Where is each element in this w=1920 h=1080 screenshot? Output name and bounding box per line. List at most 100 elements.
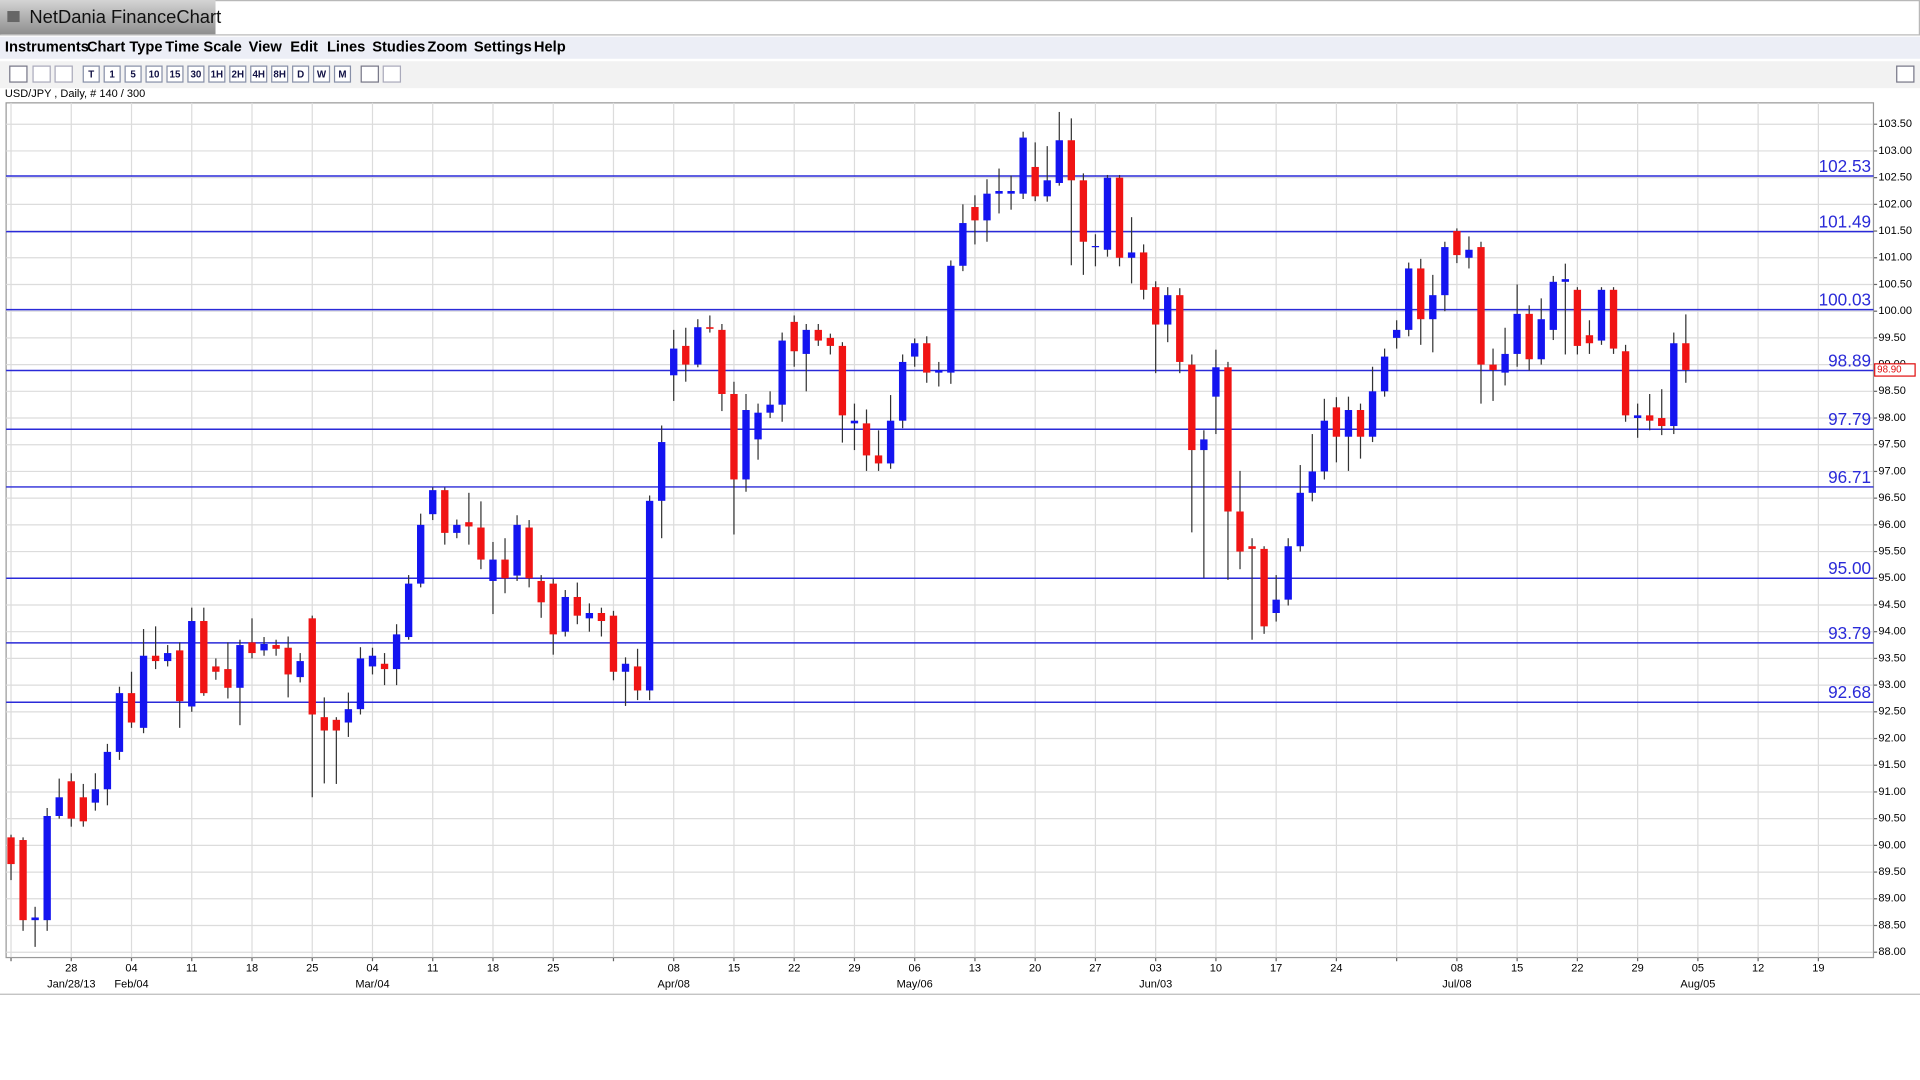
y-tick-label: 89.50: [1878, 866, 1906, 878]
candle-body: [959, 223, 967, 266]
candle-body: [1043, 180, 1051, 197]
candle-body: [356, 658, 365, 710]
level-label: 100.03: [1819, 290, 1871, 310]
tool-icon[interactable]: [54, 65, 73, 83]
menu-item[interactable]: Chart Type: [87, 40, 163, 56]
interval-button[interactable]: [229, 65, 247, 83]
interval-button[interactable]: [124, 65, 142, 83]
candle-body: [55, 797, 63, 816]
interval-label[interactable]: 15: [170, 69, 181, 80]
interval-label[interactable]: 5: [130, 69, 136, 80]
candle-body: [453, 524, 461, 533]
y-tick-label: 102.50: [1878, 172, 1912, 184]
interval-button[interactable]: [145, 65, 163, 83]
level-label: 92.68: [1828, 682, 1871, 702]
title-bar: [0, 0, 1920, 36]
candle-body: [862, 423, 871, 456]
candle-body: [911, 343, 919, 357]
candle-body: [1392, 329, 1401, 338]
candle-body: [1176, 295, 1184, 362]
candle-body: [1296, 492, 1304, 547]
interval-label[interactable]: W: [317, 69, 327, 80]
interval-label[interactable]: 30: [190, 69, 201, 80]
interval-label[interactable]: 8H: [273, 69, 286, 80]
candle-body: [188, 621, 196, 707]
menu-item[interactable]: Studies: [372, 40, 425, 56]
menu-item[interactable]: Edit: [290, 40, 318, 56]
candle-body: [332, 719, 341, 731]
x-tick-label: 10: [1210, 962, 1222, 974]
interval-button[interactable]: [271, 65, 289, 83]
y-tick-label: 100.50: [1878, 278, 1912, 290]
interval-label[interactable]: M: [338, 69, 346, 80]
interval-label[interactable]: 1: [109, 69, 115, 80]
x-tick-label: 05: [1692, 962, 1704, 974]
interval-button[interactable]: [187, 65, 205, 83]
menu-bar: [0, 36, 1920, 59]
menu-item[interactable]: Time Scale: [165, 40, 241, 56]
candle-body: [1368, 391, 1377, 437]
candle-body: [115, 693, 124, 752]
level-label: 97.79: [1828, 409, 1871, 429]
y-tick-label: 99.50: [1878, 332, 1906, 344]
interval-label[interactable]: 10: [149, 69, 160, 80]
candle-body: [1127, 252, 1136, 258]
menu-item[interactable]: Help: [534, 40, 566, 56]
window-title: NetDania FinanceChart: [29, 6, 221, 27]
period-label: Jun/03: [1139, 978, 1172, 990]
interval-button[interactable]: [333, 65, 352, 83]
interval-button[interactable]: [312, 65, 331, 83]
candle-body: [1224, 367, 1232, 512]
interval-label[interactable]: 4H: [252, 69, 265, 80]
x-tick-label: 06: [909, 962, 921, 974]
candle-body: [272, 645, 280, 649]
y-tick-label: 101.50: [1878, 225, 1912, 237]
tool-icon[interactable]: [32, 65, 51, 83]
candle-body: [935, 369, 943, 373]
interval-button[interactable]: [208, 65, 226, 83]
interval-button[interactable]: [292, 65, 310, 83]
tool-icon[interactable]: [382, 65, 402, 83]
x-tick-label: 19: [1812, 962, 1824, 974]
y-tick-label: 92.00: [1878, 732, 1906, 744]
candle-body: [1633, 415, 1642, 419]
menu-item[interactable]: Zoom: [427, 40, 467, 56]
interval-label[interactable]: T: [88, 69, 94, 80]
x-tick-label: 11: [427, 962, 438, 974]
tool-icon[interactable]: [1896, 65, 1915, 83]
tool-icon[interactable]: [9, 65, 28, 83]
interval-button[interactable]: [166, 65, 184, 83]
candle-body: [1212, 367, 1220, 397]
candle-body: [1103, 177, 1112, 250]
y-tick-label: 89.00: [1878, 893, 1906, 905]
interval-label[interactable]: 2H: [232, 69, 245, 80]
interval-button[interactable]: [82, 65, 100, 83]
candle-body: [392, 634, 401, 670]
candle-body: [127, 693, 136, 723]
candle-body: [7, 837, 15, 865]
candle-body: [176, 650, 184, 702]
candle-body: [1658, 418, 1666, 427]
y-tick-label: 95.00: [1878, 572, 1906, 584]
interval-button[interactable]: [250, 65, 268, 83]
candle-body: [31, 917, 39, 921]
candle-body: [1344, 410, 1353, 437]
menu-item[interactable]: View: [249, 40, 283, 56]
menu-item[interactable]: Lines: [327, 40, 365, 56]
interval-label[interactable]: D: [297, 69, 304, 80]
candle-body: [561, 596, 569, 632]
x-tick-label: 18: [487, 962, 499, 974]
candle-body: [1200, 439, 1208, 451]
interval-label[interactable]: 1H: [211, 69, 224, 80]
candle-body: [814, 329, 822, 341]
candle-body: [621, 663, 630, 672]
menu-item[interactable]: Instruments: [5, 40, 89, 56]
y-tick-label: 91.50: [1878, 759, 1906, 771]
candle-body: [802, 329, 810, 354]
candle-body: [1380, 356, 1389, 392]
candle-body: [67, 781, 75, 819]
last-price-label: 98.90: [1877, 365, 1902, 376]
tool-icon[interactable]: [360, 65, 379, 83]
menu-item[interactable]: Settings: [474, 40, 532, 56]
interval-button[interactable]: [103, 65, 121, 83]
